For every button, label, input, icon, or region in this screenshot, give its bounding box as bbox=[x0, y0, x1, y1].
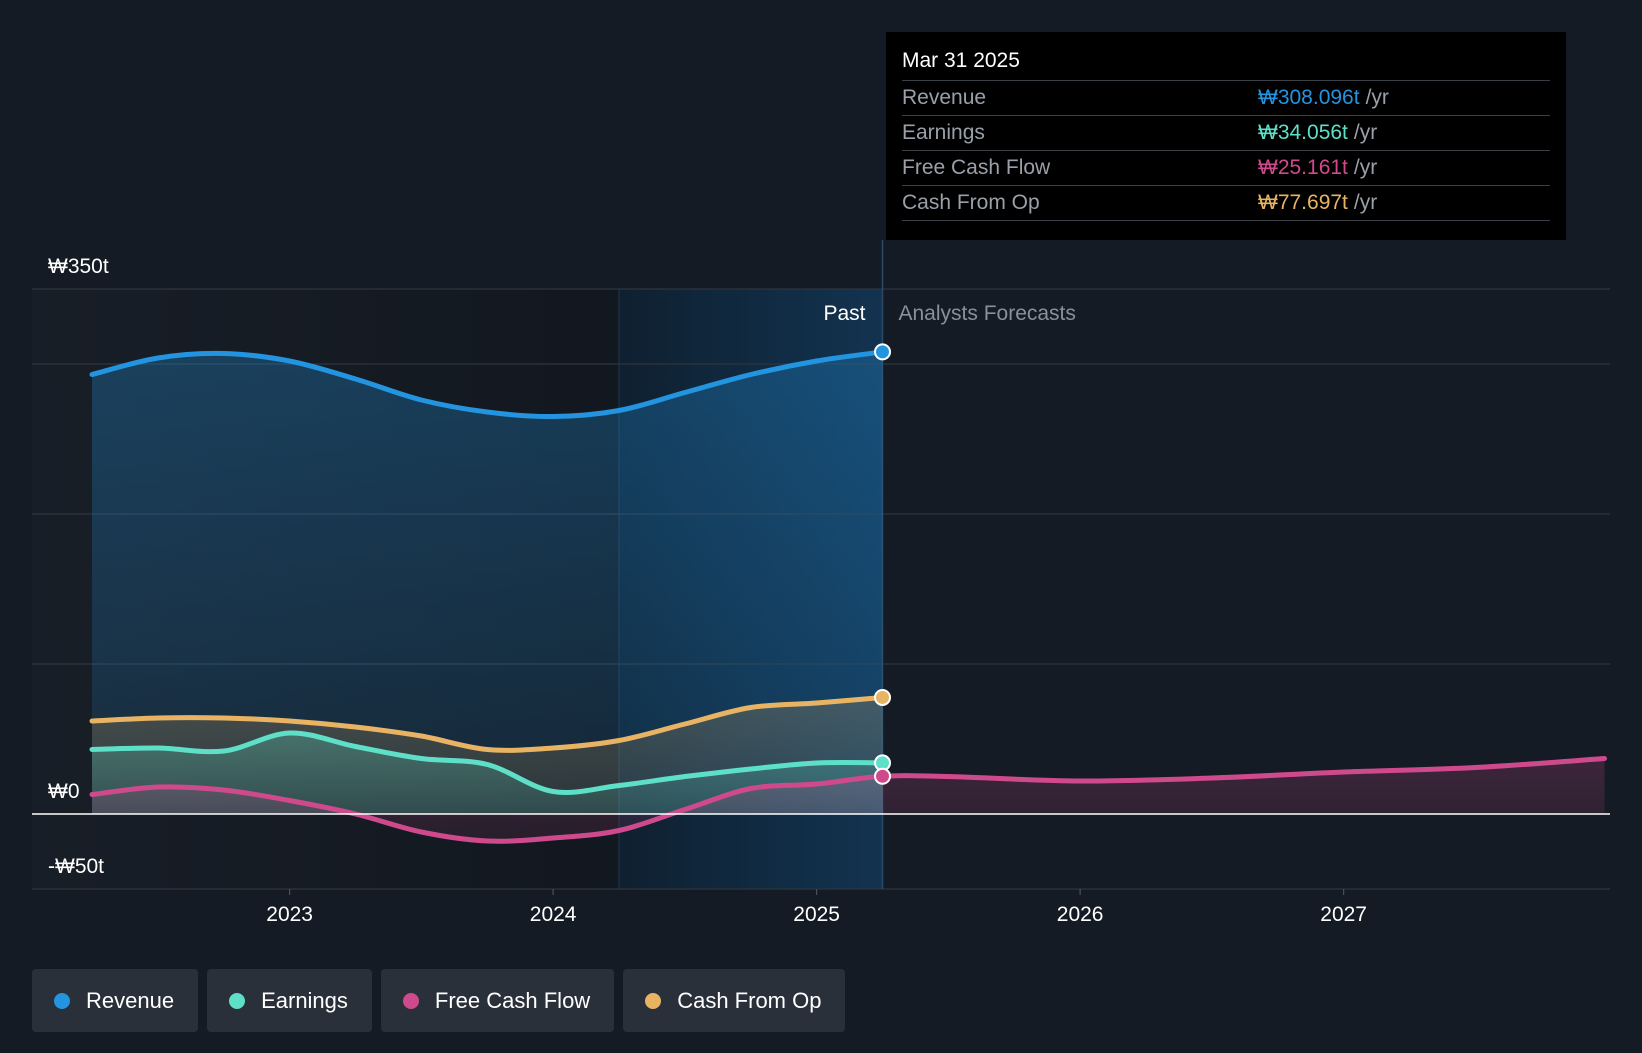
legend-item-free-cash-flow[interactable]: Free Cash Flow bbox=[380, 969, 615, 1032]
legend-item-cash-from-op[interactable]: Cash From Op bbox=[623, 969, 846, 1032]
tooltip-label: Free Cash Flow bbox=[902, 156, 1051, 179]
revenue-area bbox=[92, 351, 883, 814]
earnings-line bbox=[89, 730, 885, 795]
earnings-area bbox=[92, 732, 883, 814]
y-axis-label: -₩50t bbox=[48, 855, 104, 878]
x-tick-label: 2025 bbox=[793, 903, 840, 926]
cash-from-op-marker[interactable] bbox=[874, 688, 891, 706]
y-axis-label: ₩350t bbox=[48, 255, 109, 278]
past-label: Past bbox=[823, 302, 865, 325]
tooltip-unit: /yr bbox=[1365, 86, 1389, 109]
x-tick-label: 2026 bbox=[1057, 903, 1104, 926]
legend: Revenue Earnings Free Cash Flow Cash Fro… bbox=[32, 969, 846, 1032]
legend-dot-icon bbox=[402, 992, 419, 1009]
tooltip-row-cash-from-op: Cash From Op ₩77.697t /yr bbox=[902, 185, 1550, 221]
tooltip-value: ₩34.056t bbox=[1258, 121, 1348, 144]
tooltip-row-free-cash-flow: Free Cash Flow ₩25.161t /yr bbox=[902, 150, 1550, 185]
tooltip-label: Revenue bbox=[902, 86, 987, 109]
legend-item-earnings[interactable]: Earnings bbox=[207, 969, 372, 1032]
legend-item-revenue[interactable]: Revenue bbox=[32, 969, 199, 1032]
legend-label: Free Cash Flow bbox=[434, 987, 591, 1013]
forecast-label: Analysts Forecasts bbox=[899, 302, 1076, 325]
legend-dot-icon bbox=[54, 992, 70, 1009]
legend-label: Revenue bbox=[86, 987, 175, 1013]
tooltip-value: ₩25.161t bbox=[1258, 156, 1348, 179]
tooltip-value: ₩308.096t bbox=[1258, 86, 1360, 109]
tooltip-unit: /yr bbox=[1353, 121, 1378, 144]
free-cash-flow-line bbox=[89, 756, 1607, 844]
tooltip-unit: /yr bbox=[1353, 191, 1378, 214]
x-tick-label: 2024 bbox=[530, 903, 577, 926]
legend-dot-icon bbox=[645, 992, 662, 1009]
revenue-marker[interactable] bbox=[874, 343, 891, 361]
tooltip-label: Cash From Op bbox=[902, 191, 1040, 214]
free-cash-flow-marker[interactable] bbox=[874, 767, 891, 785]
tooltip: Mar 31 2025 Revenue ₩308.096t /yr Earnin… bbox=[886, 32, 1566, 240]
revenue-line bbox=[89, 349, 885, 420]
legend-dot-icon bbox=[229, 992, 246, 1009]
y-axis-label: ₩0 bbox=[48, 780, 80, 803]
tooltip-date: Mar 31 2025 bbox=[902, 49, 1020, 72]
tooltip-unit: /yr bbox=[1353, 156, 1378, 179]
tooltip-row-earnings: Earnings ₩34.056t /yr bbox=[902, 115, 1550, 150]
x-tick-label: 2023 bbox=[266, 903, 313, 926]
tooltip-row-revenue: Revenue ₩308.096t /yr bbox=[902, 80, 1550, 115]
x-tick-label: 2027 bbox=[1320, 903, 1367, 926]
tooltip-value: ₩77.697t bbox=[1258, 191, 1348, 214]
legend-label: Earnings bbox=[261, 987, 348, 1013]
legend-label: Cash From Op bbox=[677, 987, 822, 1013]
cash-from-op-line bbox=[89, 695, 885, 753]
tooltip-label: Earnings bbox=[902, 121, 985, 144]
